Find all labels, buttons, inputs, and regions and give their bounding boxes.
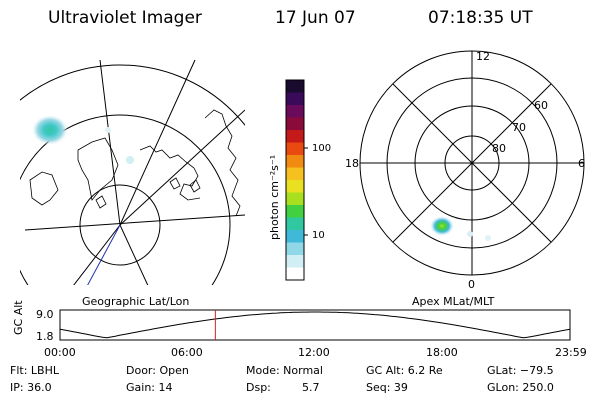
colorbar-cell (286, 205, 304, 218)
colorbar-unit-label: photon cm⁻²s⁻¹ (268, 155, 281, 240)
door-status: Door: Open (126, 364, 189, 377)
coastline-greenland (77, 137, 119, 201)
coastline-islands (95, 177, 201, 209)
altitude-ytick-high: 9.0 (36, 308, 54, 321)
geographic-label: Geographic Lat/Lon (82, 295, 189, 308)
mlt-label-12: 12 (476, 50, 490, 63)
coastline-canada (29, 171, 59, 206)
coastline-asia (204, 109, 241, 217)
mode-status: Mode: Normal (246, 364, 323, 377)
colorbar-tick-100: 100 (312, 143, 331, 154)
colorbar-cell (286, 92, 304, 106)
gc-altitude: GC Alt: 6.2 Re (366, 364, 443, 377)
geographic-latitude: GLat: −79.5 (487, 364, 554, 377)
gain-value: Gain: 14 (126, 381, 173, 394)
apex-label: Apex MLat/MLT (412, 295, 495, 308)
colorbar-cell (286, 80, 304, 93)
aurora-blob-left (32, 115, 68, 145)
mlat-label-70: 70 (512, 121, 526, 134)
colorbar-cell (286, 180, 304, 193)
ip-value: IP: 36.0 (10, 381, 52, 394)
colorbar-cell (286, 267, 304, 281)
colorbar: 100 10 photon cm⁻²s⁻¹ (268, 79, 331, 281)
instrument-title: Ultraviolet Imager (48, 8, 202, 28)
colorbar-cell (286, 142, 304, 156)
geographic-longitude: GLon: 250.0 (487, 381, 554, 394)
colorbar-cell (286, 255, 304, 268)
mlt-label-18: 18 (345, 157, 359, 170)
colorbar-cell (286, 242, 304, 256)
coastline-europe (139, 145, 201, 201)
colorbar-tick-10: 10 (312, 230, 325, 241)
time-tick-2359: 23:59 (555, 346, 587, 359)
altitude-plot: GC Alt 9.0 1.8 00:00 06:00 12:00 18:00 2… (12, 300, 587, 359)
colorbar-cell (286, 192, 304, 206)
dsp-label: Dsp: (246, 381, 271, 394)
altitude-curve (59, 311, 571, 339)
colorbar-cell (286, 155, 304, 168)
colorbar-cell (286, 217, 304, 231)
time-tick-1800: 18:00 (426, 346, 458, 359)
polar-map (359, 50, 585, 276)
filter-status: Flt: LBHL (10, 364, 59, 377)
time-tick-0600: 06:00 (171, 346, 203, 359)
sequence-number: Seq: 39 (366, 381, 408, 394)
altitude-ytick-low: 1.8 (36, 330, 54, 343)
dsp-value: 5.7 (302, 381, 320, 394)
geographic-map (20, 59, 245, 285)
colorbar-cell (286, 130, 304, 143)
time-tick-1200: 12:00 (298, 346, 330, 359)
date-label: 17 Jun 07 (275, 8, 356, 28)
mlt-label-0: 0 (468, 278, 475, 291)
time-tick-0000: 00:00 (44, 346, 76, 359)
mlat-label-80: 80 (492, 142, 506, 155)
mlat-label-60: 60 (534, 99, 548, 112)
colorbar-cell (286, 105, 304, 118)
colorbar-cell (286, 167, 304, 181)
colorbar-cell (286, 230, 304, 243)
aurora-blob-right (430, 216, 454, 236)
time-label: 07:18:35 UT (428, 8, 533, 28)
altitude-ylabel: GC Alt (12, 300, 25, 335)
mlt-label-6: 6 (578, 157, 585, 170)
colorbar-cell (286, 117, 304, 131)
